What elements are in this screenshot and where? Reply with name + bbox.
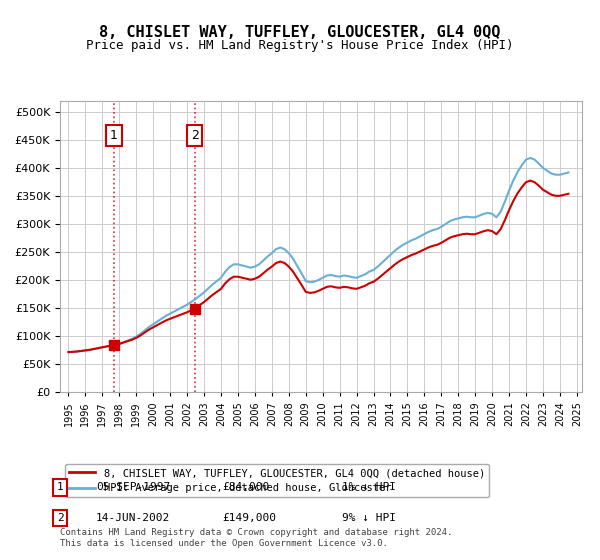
Text: £84,000: £84,000 (222, 482, 269, 492)
Text: 8, CHISLET WAY, TUFFLEY, GLOUCESTER, GL4 0QQ: 8, CHISLET WAY, TUFFLEY, GLOUCESTER, GL4… (99, 25, 501, 40)
Text: 1: 1 (110, 129, 118, 142)
Text: 9% ↓ HPI: 9% ↓ HPI (342, 513, 396, 523)
Text: 05-SEP-1997: 05-SEP-1997 (96, 482, 170, 492)
Text: 1% ↓ HPI: 1% ↓ HPI (342, 482, 396, 492)
Text: 2: 2 (56, 513, 64, 523)
Text: Contains HM Land Registry data © Crown copyright and database right 2024.
This d: Contains HM Land Registry data © Crown c… (60, 528, 452, 548)
Text: 2: 2 (191, 129, 199, 142)
Text: 1: 1 (56, 482, 64, 492)
Text: £149,000: £149,000 (222, 513, 276, 523)
Legend: 8, CHISLET WAY, TUFFLEY, GLOUCESTER, GL4 0QQ (detached house), HPI: Average pric: 8, CHISLET WAY, TUFFLEY, GLOUCESTER, GL4… (65, 464, 489, 497)
Text: Price paid vs. HM Land Registry's House Price Index (HPI): Price paid vs. HM Land Registry's House … (86, 39, 514, 52)
Text: 14-JUN-2002: 14-JUN-2002 (96, 513, 170, 523)
